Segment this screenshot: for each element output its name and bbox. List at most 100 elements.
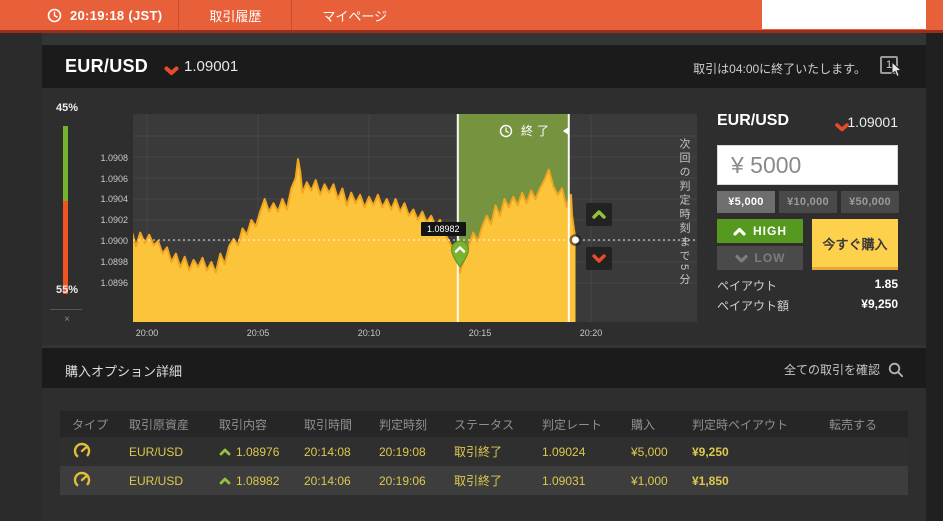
y-tick: 1.0906 (100, 174, 128, 184)
x-tick: 20:20 (579, 328, 603, 338)
column-header: 取引時間 (304, 417, 353, 432)
trading-hours-notice: 取引は04:00に終了いたします。 (693, 62, 866, 76)
next-judgment-countdown: 次回の判定時刻まで5分 (678, 138, 690, 288)
preset-5000-button[interactable]: ¥5,000 (717, 191, 775, 213)
menu-trade-history[interactable]: 取引履歴 (209, 8, 262, 24)
panel-price-value: 1.09001 (847, 114, 898, 130)
high-button-label: HIGH (753, 224, 787, 238)
history-section: タイプ 取引原資産 取引内容 取引時間 判定時刻 ステータス 判定レート 購入 判定時ペイアウト… (42, 388, 926, 521)
buy-time-cell: 20:14:06 (304, 473, 351, 488)
direction-rate-cell: 1.08976 (207, 445, 292, 459)
status-cell: 取引終了 (454, 445, 503, 459)
preset-10000-button[interactable]: ¥10,000 (779, 191, 837, 213)
scrollbar-strip[interactable] (926, 33, 943, 521)
x-tick: 20:00 (135, 328, 159, 338)
server-time: 20:19:18 (JST) (70, 7, 163, 23)
panel-pair: EUR/USD (717, 112, 790, 129)
column-header: 判定時刻 (379, 417, 428, 432)
judge-time-cell: 20:19:08 (379, 444, 426, 459)
one-click-trade-icon[interactable]: 1 (880, 56, 903, 78)
y-tick: 1.0904 (100, 194, 128, 204)
amount-input[interactable] (717, 145, 898, 185)
payout-amount-value: ¥9,250 (861, 297, 898, 311)
table-header-row: タイプ 取引原資産 取引内容 取引時間 判定時刻 ステータス 判定レート 購入 判定時ペイアウト… (60, 411, 908, 437)
payout-label: ペイアウト (717, 279, 778, 293)
gauge-close-button[interactable]: × (64, 314, 70, 325)
x-tick: 20:10 (357, 328, 381, 338)
sentiment-gauge-high (63, 126, 68, 201)
price-down-icon (164, 63, 179, 81)
history-table: タイプ 取引原資産 取引内容 取引時間 判定時刻 ステータス 判定レート 購入 判定時ペイアウト… (60, 411, 908, 495)
options-detail-bar: 購入オプション詳細 全ての取引を確認 (42, 348, 926, 388)
instrument-pair: EUR/USD (65, 56, 149, 76)
buy-time-cell: 20:14:08 (304, 444, 351, 459)
left-edge-strip (0, 33, 42, 521)
low-chevron-icon (734, 254, 748, 263)
divider (178, 0, 180, 30)
payout-amount-row: ペイアウト額 ¥9,250 (717, 297, 898, 314)
payout-cell: ¥1,850 (692, 473, 729, 488)
high-chevron-icon (592, 210, 606, 219)
direction-rate-cell: 1.08982 (207, 474, 292, 488)
preset-50000-button[interactable]: ¥50,000 (841, 191, 899, 213)
payout-row: ペイアウト 1.85 (717, 277, 898, 294)
judge-time-cell: 20:19:06 (379, 473, 426, 488)
quick-low-badge[interactable] (586, 247, 612, 270)
low-chevron-icon (592, 254, 606, 263)
search-icon (888, 362, 904, 377)
high-chevron-icon (733, 227, 746, 236)
asset-cell: EUR/USD (129, 473, 184, 488)
low-button-label: LOW (754, 251, 786, 265)
overlay-box (762, 0, 926, 29)
sentiment-gauge (63, 126, 68, 294)
purchase-cell: ¥1,000 (631, 473, 668, 488)
purchase-cell: ¥5,000 (631, 444, 668, 459)
column-header: ステータス (454, 417, 515, 432)
zone-expiry-text: 終了 (520, 124, 553, 138)
payout-amount-label: ペイアウト額 (717, 299, 790, 313)
instrument-price: 1.09001 (184, 58, 239, 75)
high-chevron-icon (219, 477, 231, 484)
low-button[interactable]: LOW (717, 246, 803, 270)
purchase-rate-tooltip: 1.08982 (421, 222, 466, 236)
price-area-chart (130, 114, 703, 322)
table-row[interactable]: EUR/USD 1.08976 20:14:08 20:19:08 取引終了 1.0902… (60, 437, 908, 466)
quick-high-badge[interactable] (586, 203, 612, 226)
y-tick: 1.0900 (100, 236, 128, 246)
payout-cell: ¥9,250 (692, 444, 729, 459)
judge-rate-cell: 1.09031 (542, 473, 586, 488)
gauge-icon (73, 471, 91, 489)
instrument-header: EUR/USD 1.09001 取引は04:00に終了いたします。 1 (42, 45, 926, 88)
high-button[interactable]: HIGH (717, 219, 803, 243)
divider (291, 0, 293, 30)
column-header: 取引原資産 (129, 417, 190, 432)
y-tick: 1.0898 (100, 257, 128, 267)
x-tick: 20:05 (246, 328, 270, 338)
column-header: タイプ (72, 417, 109, 432)
high-chevron-icon (219, 448, 231, 455)
table-row[interactable]: EUR/USD 1.08982 20:14:06 20:19:06 取引終了 1.0903… (60, 466, 908, 495)
topbar-underline (0, 30, 943, 33)
sentiment-low-percent: 55% (56, 284, 79, 296)
x-tick: 20:15 (468, 328, 492, 338)
column-header: 取引内容 (219, 417, 268, 432)
view-all-trades-link[interactable]: 全ての取引を確認 (784, 361, 904, 378)
y-tick: 1.0896 (100, 278, 128, 288)
expiry-clock-icon (499, 124, 513, 137)
zone-expiry-label: 終了 (485, 122, 567, 139)
column-header: 判定時ペイアウト (692, 417, 789, 432)
y-tick: 1.0908 (100, 153, 128, 163)
y-tick: 1.0902 (100, 215, 128, 225)
view-all-trades-label: 全ての取引を確認 (783, 363, 880, 377)
one-click-label: 1 (885, 59, 893, 71)
menu-my-page[interactable]: マイページ (322, 8, 388, 24)
type-icon-cell (60, 440, 117, 463)
options-detail-title: 購入オプション詳細 (65, 364, 183, 379)
panel-price-down-icon (835, 119, 849, 137)
gauge-icon (73, 442, 91, 460)
sentiment-high-percent: 45% (56, 102, 79, 114)
asset-cell: EUR/USD (129, 444, 184, 459)
price-chart-plot[interactable]: 終了 1.08982 (130, 114, 703, 322)
status-cell: 取引終了 (454, 474, 503, 488)
buy-now-button[interactable]: 今すぐ購入 (812, 219, 898, 270)
